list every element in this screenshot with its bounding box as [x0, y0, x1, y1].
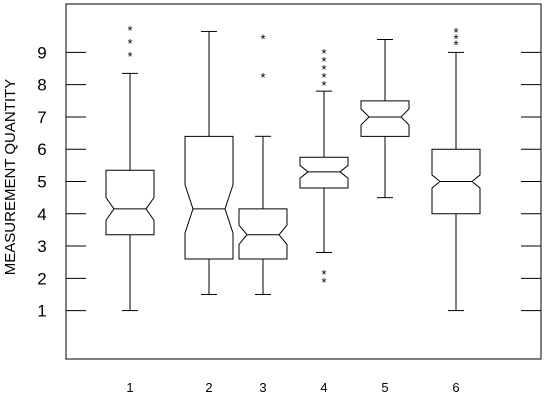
- x-tick-label: 6: [452, 380, 459, 395]
- y-tick-label: 5: [37, 173, 46, 192]
- outlier-point: *: [321, 78, 326, 93]
- y-tick-label: 3: [37, 237, 46, 256]
- x-tick-label: 5: [381, 380, 388, 395]
- y-tick-label: 2: [37, 269, 46, 288]
- outlier-point: *: [453, 25, 458, 40]
- box-3: **: [238, 31, 288, 295]
- notched-box: [299, 156, 349, 189]
- y-tick-label: 1: [37, 302, 46, 321]
- box-6: ***: [431, 25, 481, 312]
- x-tick-label: 1: [126, 380, 133, 395]
- notched-box: [105, 169, 155, 236]
- y-axis-title: MEASUREMENT QUANTITY: [2, 79, 19, 275]
- box-2: [184, 30, 234, 295]
- notched-box: [184, 135, 234, 260]
- y-tick-label: 6: [37, 140, 46, 159]
- outlier-point: *: [127, 49, 132, 64]
- y-tick-label: 8: [37, 76, 46, 95]
- box-1: ***: [105, 23, 155, 312]
- x-tick-label: 2: [205, 380, 212, 395]
- outlier-point: *: [260, 31, 265, 46]
- outlier-point: *: [321, 275, 326, 290]
- outlier-point: *: [321, 62, 326, 77]
- outlier-point: *: [321, 46, 326, 61]
- box-4: *******: [299, 46, 349, 290]
- notched-box: [238, 208, 288, 260]
- outlier-point: *: [321, 70, 326, 85]
- outlier-point: *: [453, 31, 458, 46]
- notched-box: [431, 148, 481, 215]
- box-5: [360, 39, 410, 199]
- y-tick-label: 9: [37, 43, 46, 62]
- y-tick-label: 4: [37, 205, 46, 224]
- outlier-point: *: [127, 36, 132, 51]
- outlier-point: *: [260, 70, 265, 85]
- outlier-point: *: [453, 38, 458, 53]
- x-tick-label: 4: [320, 380, 327, 395]
- outlier-point: *: [127, 23, 132, 38]
- outlier-point: *: [321, 54, 326, 69]
- x-tick-label: 3: [259, 380, 266, 395]
- outlier-point: *: [321, 267, 326, 282]
- notched-box: [360, 100, 410, 137]
- y-tick-label: 7: [37, 108, 46, 127]
